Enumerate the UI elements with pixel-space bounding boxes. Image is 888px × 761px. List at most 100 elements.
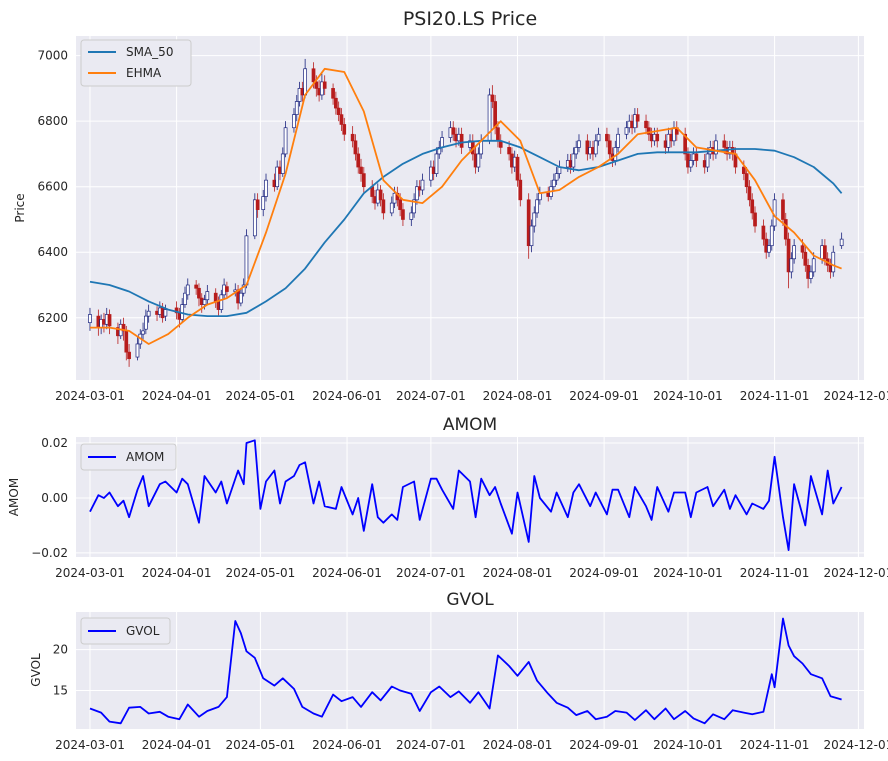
candle-down [823, 245, 827, 260]
candle-down [314, 81, 319, 89]
candle-up [616, 133, 620, 148]
candle-down [124, 330, 129, 353]
candle-up [809, 271, 813, 279]
candle-down [493, 101, 497, 129]
amom-series-lines [89, 439, 843, 551]
candle-up [789, 258, 794, 273]
candle-up [440, 137, 444, 148]
candle-down [398, 199, 402, 210]
candle-down [194, 284, 199, 289]
x-tick-label: 2024-05-01 [226, 389, 296, 403]
candle-up [577, 140, 581, 148]
candle-down [490, 94, 495, 102]
candle-up [412, 199, 416, 214]
y-tick-label: 6800 [37, 114, 68, 128]
x-tick-label: 2024-09-01 [569, 566, 639, 580]
candle-up [163, 309, 168, 317]
candle-up [551, 179, 556, 188]
y-tick-label: 20 [53, 643, 68, 657]
candle-down [336, 107, 341, 115]
x-tick-label: 2024-12-01 [824, 566, 888, 580]
candle-down [350, 133, 355, 142]
gvol-legend-box [80, 617, 171, 645]
candle-down [401, 209, 405, 220]
y-tick-label: 7000 [37, 49, 68, 63]
price-plot-area [76, 36, 864, 380]
candle-up [831, 251, 836, 273]
candle-down [635, 114, 640, 122]
candle-down [694, 153, 699, 161]
candle-up [264, 179, 268, 197]
price-candles [88, 58, 844, 367]
candle-up [292, 114, 296, 129]
candle-down [800, 245, 805, 253]
x-tick-label: 2024-10-01 [653, 566, 723, 580]
candle-up [571, 153, 576, 168]
y-tick-label: 6200 [37, 311, 68, 325]
x-tick-label: 2024-03-01 [55, 738, 125, 752]
candle-down [783, 219, 788, 240]
y-tick-label: 6400 [37, 245, 68, 259]
price-y-ticks: 6200 6400 6600 6800 7000 [37, 49, 68, 325]
candle-down [722, 140, 727, 148]
amom-panel: AMOM −0.020.000.02 2024-03-01 2024-04-01 2… [7, 415, 888, 580]
x-tick-label: 2024-07-01 [396, 389, 466, 403]
candle-up [146, 310, 151, 317]
candle-down [761, 225, 766, 240]
candle-up [767, 245, 771, 253]
amom-legend-box [80, 443, 177, 471]
series-line-amom [89, 439, 843, 551]
legend-label-amom: AMOM [126, 450, 164, 464]
y-tick-label: 15 [53, 684, 68, 698]
candle-up [792, 245, 796, 260]
candle-up [202, 299, 207, 305]
gvol-grid [76, 612, 864, 729]
gvol-chart-title: GVOL [446, 590, 494, 610]
candle-down [607, 140, 612, 155]
x-tick-label: 2024-03-01 [55, 566, 125, 580]
candle-down [331, 88, 335, 99]
x-tick-label: 2024-11-01 [740, 566, 810, 580]
candle-down [451, 127, 456, 135]
candle-up [283, 127, 288, 155]
candle-down [359, 166, 363, 174]
x-tick-label: 2024-04-01 [142, 389, 212, 403]
candle-up [183, 292, 187, 305]
x-tick-label: 2024-07-01 [396, 566, 466, 580]
candle-up [141, 330, 145, 335]
candle-down [334, 97, 338, 109]
candle-up [280, 153, 285, 174]
x-tick-label: 2024-08-01 [483, 566, 553, 580]
candle-up [529, 225, 534, 247]
candle-down [197, 287, 201, 299]
y-tick-label: 0.00 [41, 491, 68, 505]
candle-down [507, 147, 511, 155]
candle-up [241, 284, 246, 294]
candle-up [624, 127, 629, 135]
x-tick-label: 2024-12-01 [824, 738, 888, 752]
x-tick-label: 2024-10-01 [653, 738, 723, 752]
candle-down [356, 153, 361, 168]
candle-up [185, 284, 190, 296]
gvol-y-axis-label: GVOL [29, 653, 43, 687]
x-tick-label: 2024-03-01 [55, 389, 125, 403]
legend-label-gvol: GVOL [126, 624, 160, 638]
candle-down [381, 199, 386, 214]
candle-down [378, 189, 383, 201]
x-tick-label: 2024-04-01 [142, 566, 212, 580]
candle-up [415, 186, 419, 201]
gvol-series-lines [89, 617, 842, 725]
x-tick-label: 2024-05-01 [226, 566, 296, 580]
amom-chart-title: AMOM [443, 415, 497, 435]
x-tick-label: 2024-11-01 [740, 389, 810, 403]
candle-up [476, 153, 481, 168]
candle-up [538, 192, 542, 201]
candle-up [688, 160, 693, 168]
candle-down [646, 127, 651, 135]
candle-up [409, 212, 414, 220]
candle-down [518, 179, 523, 201]
price-y-axis-label: Price [13, 193, 27, 222]
candle-down [750, 199, 755, 214]
x-tick-label: 2024-10-01 [653, 389, 723, 403]
